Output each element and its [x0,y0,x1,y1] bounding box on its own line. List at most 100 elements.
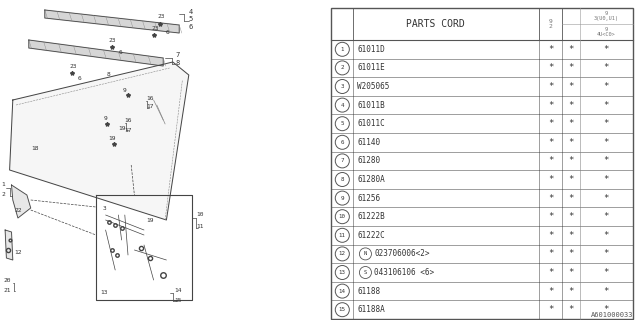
Text: *: * [548,100,553,109]
Text: A601000033: A601000033 [591,312,633,318]
Text: *: * [604,305,609,314]
Text: 15: 15 [174,298,182,302]
Text: 10: 10 [196,212,204,218]
Text: *: * [548,175,553,184]
Text: 18: 18 [31,146,39,150]
Text: *: * [548,249,553,259]
Text: *: * [568,63,573,72]
Text: 3: 3 [340,84,344,89]
Text: 6: 6 [77,76,81,81]
Text: 16: 16 [147,95,154,100]
Text: 4: 4 [340,103,344,108]
Text: *: * [604,268,609,277]
Polygon shape [12,185,31,218]
Text: *: * [568,268,573,277]
Text: 17: 17 [124,127,132,132]
Text: 23: 23 [70,65,77,69]
Text: 2: 2 [340,65,344,70]
Text: *: * [604,138,609,147]
Text: 17: 17 [147,105,154,109]
Text: 16: 16 [124,117,132,123]
Text: 9
4U<C0>: 9 4U<C0> [597,27,616,37]
Text: *: * [548,305,553,314]
Text: 61222B: 61222B [357,212,385,221]
Text: *: * [568,119,573,128]
Text: 10: 10 [339,214,346,219]
Text: 21: 21 [4,287,12,292]
Text: 9: 9 [340,196,344,201]
Text: 6: 6 [189,24,193,30]
Text: 61011B: 61011B [357,100,385,109]
Text: 9: 9 [104,116,108,121]
Text: *: * [568,82,573,91]
Text: *: * [548,287,553,296]
Text: *: * [568,100,573,109]
Text: *: * [548,138,553,147]
Text: 22: 22 [14,207,22,212]
Text: 14: 14 [339,289,346,294]
Text: *: * [604,212,609,221]
Text: 23: 23 [151,26,159,30]
Text: *: * [604,119,609,128]
Text: 23: 23 [108,37,116,43]
Text: *: * [568,231,573,240]
Text: *: * [548,156,553,165]
Text: *: * [604,175,609,184]
Polygon shape [5,230,13,260]
Text: 15: 15 [339,307,346,312]
Text: 23: 23 [157,14,165,20]
Text: 7: 7 [340,158,344,164]
Text: 14: 14 [174,287,182,292]
Text: 19: 19 [118,125,125,131]
Text: *: * [568,45,573,54]
Text: *: * [548,82,553,91]
Text: 1: 1 [1,182,5,188]
Text: *: * [548,194,553,203]
Text: *: * [604,100,609,109]
Text: *: * [568,212,573,221]
Text: 6: 6 [166,29,170,35]
Text: *: * [568,249,573,259]
Text: 61011D: 61011D [357,45,385,54]
Text: 61011C: 61011C [357,119,385,128]
Text: 61188A: 61188A [357,305,385,314]
Text: W205065: W205065 [357,82,390,91]
Text: *: * [548,212,553,221]
Text: *: * [548,45,553,54]
Text: *: * [568,194,573,203]
Text: *: * [604,249,609,259]
Polygon shape [10,62,189,220]
Text: *: * [548,119,553,128]
Text: *: * [604,194,609,203]
Text: *: * [604,156,609,165]
Text: 12: 12 [339,252,346,256]
Text: PARTS CORD: PARTS CORD [406,19,465,29]
Text: 3: 3 [102,205,106,211]
Text: 61280: 61280 [357,156,381,165]
Text: *: * [548,268,553,277]
Text: 11: 11 [196,223,204,228]
Text: 9: 9 [123,87,127,92]
Text: N: N [364,252,367,256]
Text: *: * [568,175,573,184]
Text: 5: 5 [340,121,344,126]
Polygon shape [45,10,179,33]
Text: 20: 20 [4,277,12,283]
Text: 13: 13 [100,290,108,294]
Text: 4: 4 [189,9,193,15]
Text: 61011E: 61011E [357,63,385,72]
Text: *: * [568,287,573,296]
Text: 6: 6 [118,50,122,54]
Text: *: * [604,231,609,240]
Text: *: * [568,305,573,314]
Text: 043106106 <6>: 043106106 <6> [374,268,435,277]
Text: 9
3(U0,U1): 9 3(U0,U1) [594,11,619,21]
Text: 5: 5 [189,16,193,22]
Text: *: * [604,45,609,54]
Text: *: * [548,63,553,72]
Text: 11: 11 [339,233,346,238]
Text: 1: 1 [340,47,344,52]
Text: 7: 7 [175,52,179,58]
Text: 19: 19 [108,135,116,140]
Text: *: * [604,82,609,91]
